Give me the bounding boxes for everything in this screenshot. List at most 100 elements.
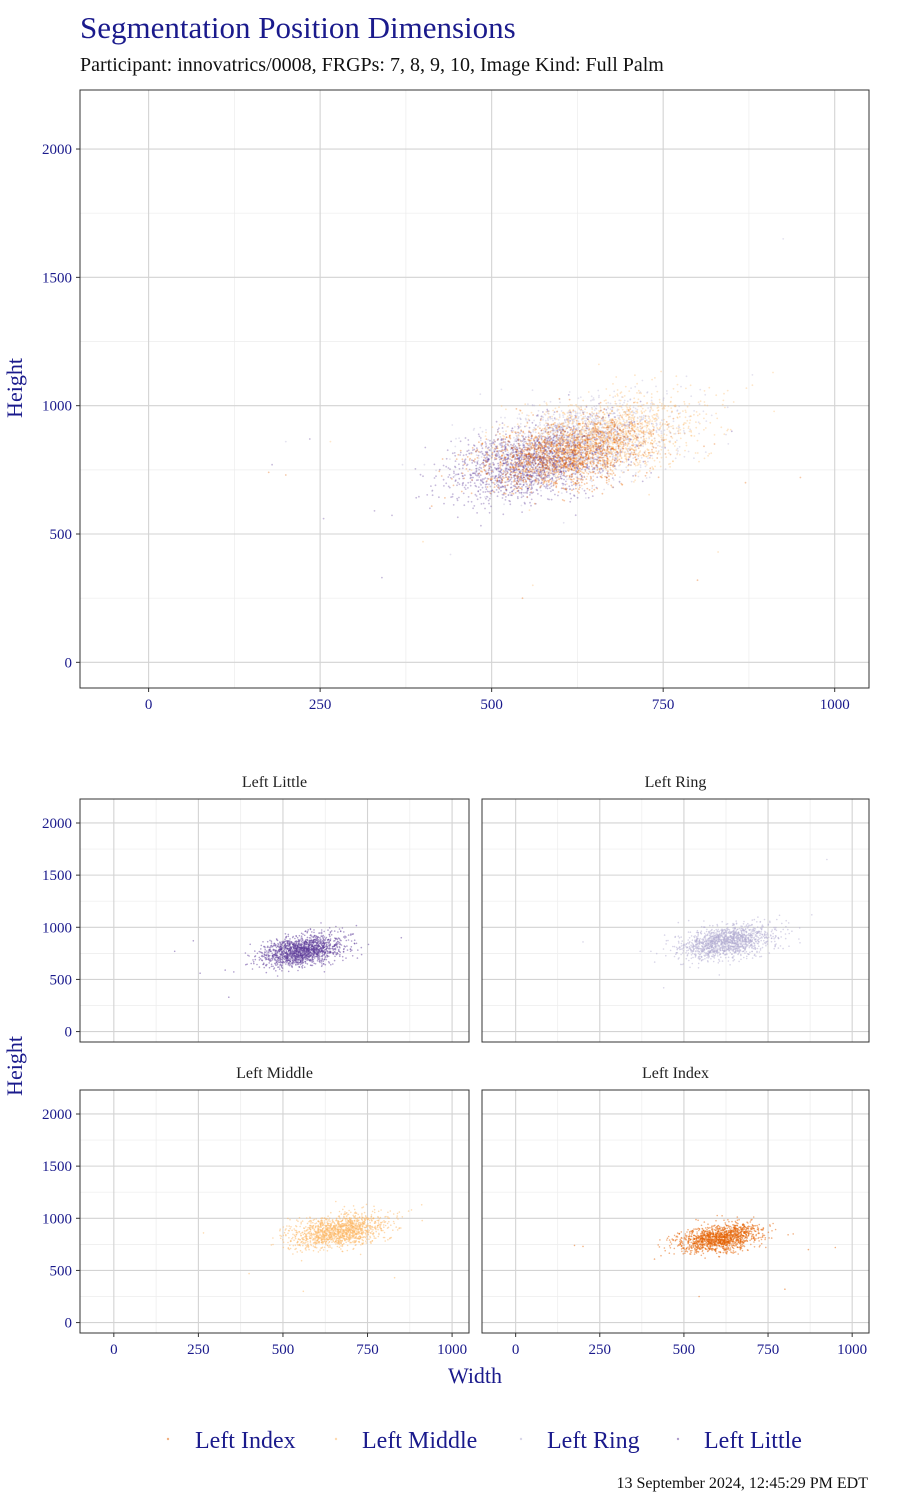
data-point: [639, 444, 642, 446]
data-point: [678, 416, 681, 418]
data-point: [639, 441, 642, 444]
data-point: [651, 442, 654, 445]
data-point: [604, 467, 607, 470]
data-point: [566, 483, 568, 485]
data-point: [479, 439, 482, 442]
data-point: [538, 421, 541, 424]
data-point: [531, 584, 534, 587]
data-point: [496, 480, 498, 482]
data-point: [577, 416, 580, 418]
data-point: [595, 412, 598, 415]
data-point: [507, 494, 510, 497]
data-point: [582, 442, 585, 445]
data-point: [532, 459, 535, 461]
data-point: [672, 425, 674, 427]
data-point: [626, 427, 629, 429]
data-point: [655, 413, 658, 415]
data-point: [511, 492, 513, 495]
data-point: [678, 405, 681, 408]
data-point: [648, 436, 650, 438]
data-point: [616, 430, 619, 433]
data-point: [633, 411, 636, 414]
data-point: [582, 413, 585, 416]
data-point: [555, 476, 557, 479]
data-point: [625, 410, 628, 413]
data-point: [539, 433, 541, 436]
data-point: [575, 469, 577, 472]
data-point: [442, 464, 445, 467]
data-point: [527, 466, 529, 469]
data-point: [514, 474, 516, 477]
data-point: [500, 416, 502, 419]
data-point: [573, 463, 576, 466]
data-point: [627, 442, 630, 445]
data-point: [595, 408, 598, 410]
data-point: [650, 407, 653, 410]
data-point: [515, 468, 518, 470]
data-point: [593, 405, 596, 408]
data-point: [581, 487, 584, 490]
data-point: [597, 450, 599, 453]
data-point: [576, 480, 579, 483]
data-point: [606, 412, 609, 415]
data-point: [616, 456, 619, 458]
data-point: [574, 411, 577, 414]
data-point: [693, 457, 695, 460]
data-point: [562, 482, 565, 485]
data-point: [601, 429, 604, 432]
data-point: [604, 475, 606, 478]
data-point: [647, 415, 650, 417]
data-point: [284, 440, 287, 443]
data-point: [664, 446, 666, 449]
data-point: [486, 490, 489, 493]
data-point: [490, 445, 493, 447]
data-point: [572, 410, 575, 413]
data-point: [687, 450, 690, 453]
data-point: [564, 460, 567, 463]
data-point: [513, 443, 515, 446]
data-point: [591, 452, 594, 455]
data-point: [639, 450, 642, 452]
data-point: [442, 478, 445, 481]
data-point: [617, 408, 620, 411]
data-point: [566, 438, 568, 441]
data-point: [651, 448, 653, 451]
data-point: [557, 463, 560, 466]
data-point: [673, 433, 675, 435]
data-point: [663, 433, 666, 436]
data-point: [541, 479, 543, 482]
data-point: [507, 425, 509, 428]
data-point: [634, 437, 636, 440]
data-point: [569, 404, 572, 406]
data-point: [475, 467, 478, 470]
data-point: [572, 409, 575, 412]
data-point: [596, 415, 599, 417]
data-point: [503, 477, 505, 479]
data-point: [509, 491, 511, 494]
data-point: [540, 494, 543, 497]
data-point: [459, 440, 462, 443]
data-point: [575, 412, 577, 415]
data-point: [646, 425, 649, 428]
data-point: [480, 503, 483, 505]
data-point: [566, 442, 569, 445]
data-point: [483, 456, 486, 459]
data-point: [645, 464, 648, 466]
data-point: [522, 460, 525, 462]
data-point: [516, 423, 519, 426]
data-point: [458, 496, 460, 499]
data-point: [606, 405, 609, 408]
data-point: [573, 495, 576, 497]
data-point: [665, 434, 668, 436]
data-point: [628, 421, 631, 424]
data-point: [467, 500, 470, 503]
data-point: [653, 437, 656, 439]
data-point: [640, 415, 643, 418]
data-point: [494, 434, 497, 437]
data-point: [491, 451, 494, 454]
data-point: [635, 410, 637, 413]
data-point: [625, 460, 628, 463]
data-point: [547, 437, 549, 440]
data-point: [636, 420, 639, 422]
data-point: [485, 464, 488, 466]
